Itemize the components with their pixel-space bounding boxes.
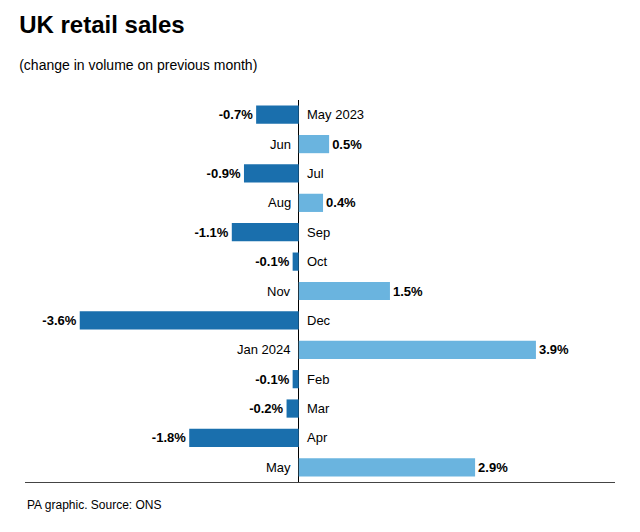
- svg-text:Mar: Mar: [307, 401, 330, 416]
- svg-text:-1.8%: -1.8%: [152, 430, 186, 445]
- svg-text:Aug: Aug: [268, 195, 291, 210]
- svg-text:-0.1%: -0.1%: [255, 254, 289, 269]
- svg-text:Jul: Jul: [307, 166, 324, 181]
- svg-text:Feb: Feb: [307, 372, 329, 387]
- svg-text:PA graphic. Source: ONS: PA graphic. Source: ONS: [27, 498, 162, 512]
- svg-text:-1.1%: -1.1%: [194, 225, 228, 240]
- svg-text:3.9%: 3.9%: [539, 342, 569, 357]
- svg-text:UK retail sales: UK retail sales: [19, 11, 184, 38]
- svg-text:(change in volume on previous: (change in volume on previous month): [19, 57, 257, 73]
- svg-text:0.4%: 0.4%: [326, 195, 356, 210]
- svg-text:Nov: Nov: [267, 284, 291, 299]
- svg-text:Apr: Apr: [307, 430, 328, 445]
- svg-text:Sep: Sep: [307, 225, 330, 240]
- svg-text:0.5%: 0.5%: [332, 137, 362, 152]
- svg-text:Jun: Jun: [270, 137, 291, 152]
- svg-text:-0.7%: -0.7%: [219, 107, 253, 122]
- svg-text:-0.2%: -0.2%: [249, 401, 283, 416]
- svg-text:-0.9%: -0.9%: [207, 166, 241, 181]
- svg-text:Jan 2024: Jan 2024: [237, 342, 291, 357]
- svg-text:2.9%: 2.9%: [478, 460, 508, 475]
- svg-text:Oct: Oct: [307, 254, 328, 269]
- svg-text:Dec: Dec: [307, 313, 331, 328]
- svg-text:-3.6%: -3.6%: [42, 313, 76, 328]
- svg-text:-0.1%: -0.1%: [255, 372, 289, 387]
- svg-text:1.5%: 1.5%: [393, 284, 423, 299]
- svg-text:May: May: [266, 460, 291, 475]
- svg-text:May 2023: May 2023: [307, 107, 364, 122]
